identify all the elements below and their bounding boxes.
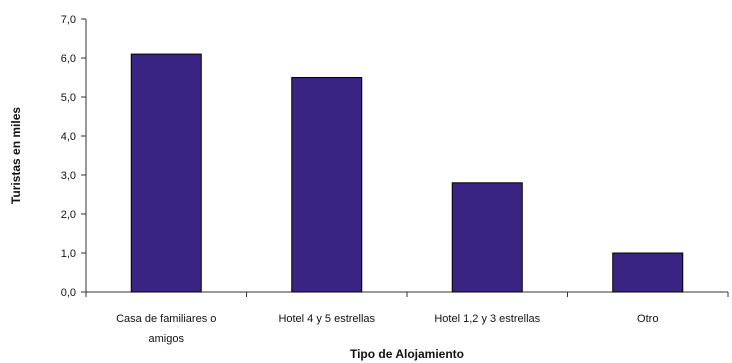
y-axis: 0,0 1,0 2,0 3,0 4,0 5,0 6,0 7,0 <box>61 14 87 299</box>
y-axis-title: Turistas en miles <box>9 107 23 204</box>
y-tick-label: 2,0 <box>61 209 76 221</box>
y-tick-label: 4,0 <box>61 131 76 143</box>
x-category-label: Casa de familiares o <box>116 313 216 325</box>
x-category-label: Hotel 4 y 5 estrellas <box>278 313 375 325</box>
y-tick-label: 6,0 <box>61 53 76 65</box>
y-tick-label: 7,0 <box>61 14 76 26</box>
bars <box>130 53 684 293</box>
bar <box>612 252 684 293</box>
bar <box>130 53 202 293</box>
x-axis-title: Tipo de Alojamiento <box>350 347 464 361</box>
bar <box>451 182 523 293</box>
x-category-label: Hotel 1,2 y 3 estrellas <box>434 313 540 325</box>
y-tick-label: 3,0 <box>61 170 76 182</box>
x-category-label: amigos <box>149 333 185 345</box>
x-category-label: Otro <box>637 313 658 325</box>
x-axis <box>85 291 729 297</box>
y-tick-label: 1,0 <box>61 248 76 260</box>
y-tick-label: 0,0 <box>61 287 76 299</box>
bar <box>291 77 363 293</box>
category-labels: Casa de familiares o amigos Hotel 4 y 5 es… <box>116 313 658 345</box>
y-tick-label: 5,0 <box>61 92 76 104</box>
